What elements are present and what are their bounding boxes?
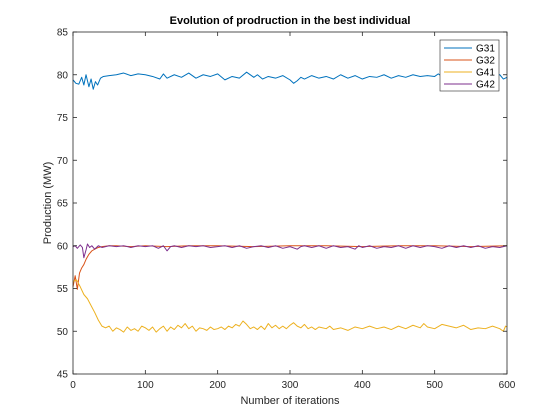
x-tick-label: 600 [499,380,516,391]
legend-label-g31: G31 [476,44,495,55]
series-line-g41 [72,279,508,333]
y-tick-label: 65 [57,199,69,210]
series-line-g32 [72,245,508,290]
series-line-g42 [72,243,508,259]
legend-label-g42: G42 [476,80,495,91]
y-tick-label: 85 [57,28,69,39]
y-tick-label: 55 [57,284,69,295]
plot-background [73,32,507,374]
x-tick-label: 0 [70,380,76,391]
x-tick-label: 200 [209,380,226,391]
y-tick-label: 50 [57,327,69,338]
x-tick-label: 500 [426,380,443,391]
series-line-g31 [72,71,508,90]
y-tick-label: 45 [57,370,69,381]
plot-area: 0 100 200 300 400 500 600 45 50 55 60 65 70 75 80 85 [57,28,516,392]
y-tick-label: 80 [57,70,69,81]
x-tick-label: 100 [137,380,154,391]
x-tick-label: 400 [354,380,371,391]
y-tick-label: 70 [57,156,69,167]
series-layer [72,71,508,333]
y-tick-label: 75 [57,113,69,124]
ticks-layer: 0 100 200 300 400 500 600 45 50 55 60 65 70 75 80 85 [57,28,516,392]
chart-title: Evolution of prodruction in the best ind… [170,15,411,27]
y-tick-label: 60 [57,241,69,252]
legend-label-g32: G32 [476,56,495,67]
x-tick-label: 300 [282,380,299,391]
legend-label-g41: G41 [476,68,495,79]
x-axis-title: Number of iterations [240,395,340,407]
y-axis-title: Production (MW) [42,162,54,245]
